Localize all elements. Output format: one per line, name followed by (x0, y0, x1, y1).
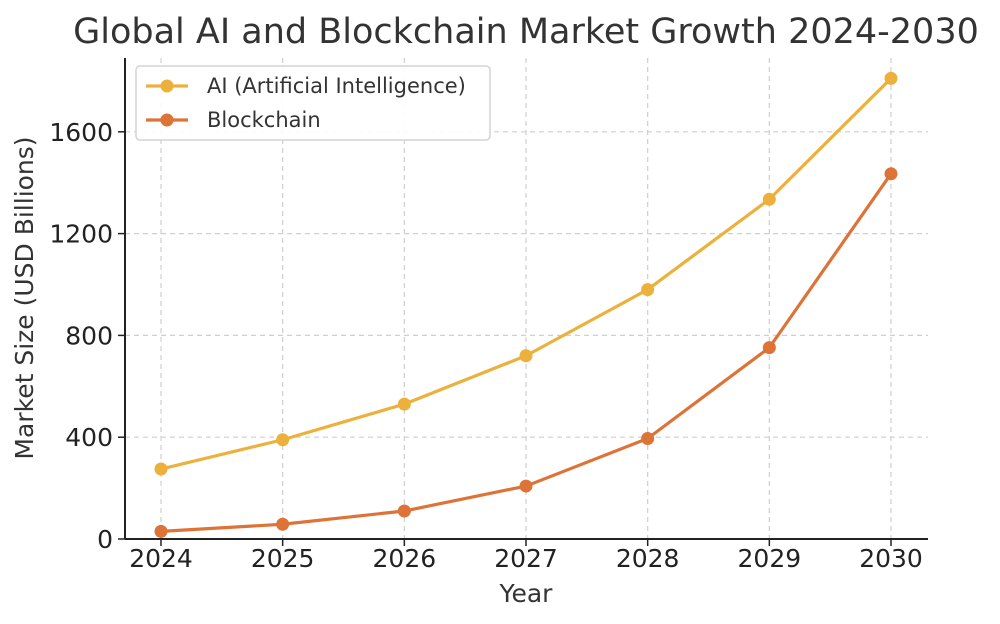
x-tick-label: 2026 (373, 544, 437, 573)
data-point (154, 524, 168, 538)
data-point (884, 71, 898, 85)
x-tick-labels: 2024 2025 2026 2027 2028 2029 2030 (129, 544, 923, 573)
data-point (276, 433, 290, 447)
data-point (397, 397, 411, 411)
data-point (519, 479, 533, 493)
y-tick-label: 0 (97, 525, 113, 554)
x-tick-label: 2028 (616, 544, 680, 573)
legend-label: AI (Artificial Intelligence) (207, 74, 466, 98)
series-2 (154, 167, 898, 538)
legend-swatch-marker (160, 113, 174, 127)
data-point (762, 341, 776, 355)
legend-label: Blockchain (207, 108, 321, 132)
x-tick-label: 2030 (859, 544, 923, 573)
x-tick-label: 2029 (738, 544, 802, 573)
y-tick-label: 1200 (49, 220, 113, 249)
y-tick-labels: 0 400 800 1200 1600 (49, 118, 113, 554)
data-point (154, 462, 168, 476)
y-tick-label: 1600 (49, 118, 113, 147)
legend-box (135, 65, 491, 141)
series-1 (154, 71, 898, 476)
x-tick-label: 2025 (251, 544, 315, 573)
x-tick-label: 2027 (494, 544, 558, 573)
grid-lines (125, 58, 928, 539)
series-lines (154, 71, 898, 538)
legend-swatch-marker (160, 79, 174, 93)
axes (118, 58, 928, 546)
data-point (762, 192, 776, 206)
data-point (884, 167, 898, 181)
data-point (276, 517, 290, 531)
data-point (519, 349, 533, 363)
data-point (397, 504, 411, 518)
x-tick-label: 2024 (129, 544, 193, 573)
chart-title: Global AI and Blockchain Market Growth 2… (73, 12, 979, 52)
data-point (641, 431, 655, 445)
y-tick-label: 800 (65, 321, 113, 350)
legend: AI (Artificial Intelligence) Blockchain (135, 65, 491, 141)
data-point (641, 283, 655, 297)
x-axis-label: Year (499, 579, 554, 608)
y-axis-label: Market Size (USD Billions) (10, 136, 39, 459)
y-tick-label: 400 (65, 423, 113, 452)
